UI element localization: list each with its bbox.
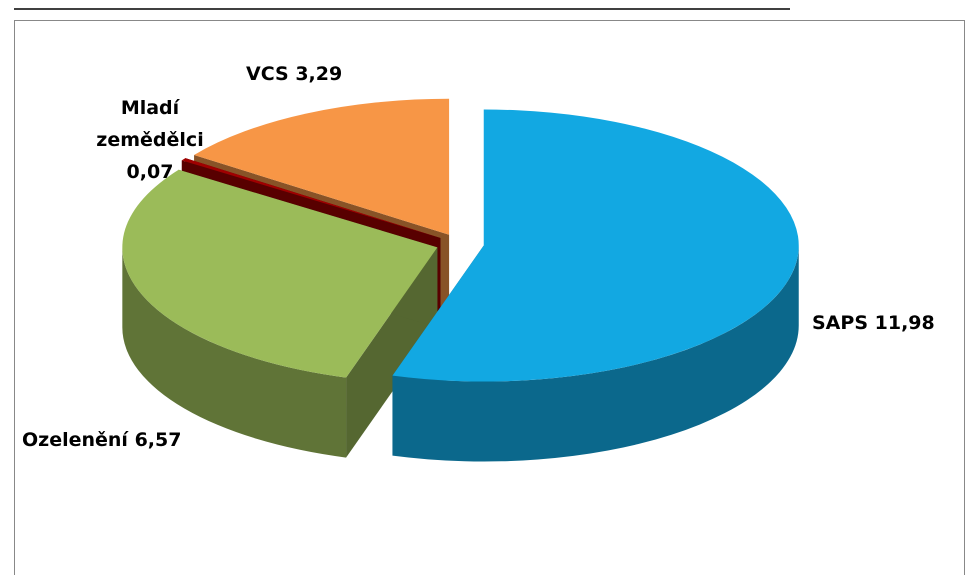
slice-wall	[122, 247, 347, 458]
pie-slice	[122, 169, 438, 378]
chart-frame	[14, 20, 965, 575]
label: Mladí zemědělci 0,07	[70, 92, 230, 188]
label: VCS 3,29	[246, 58, 342, 90]
label: Ozelenění 6,57	[22, 424, 181, 456]
category: Mladí zemědělci	[96, 97, 204, 151]
pie-slice	[194, 98, 450, 235]
slice-wall	[392, 245, 799, 462]
category: Ozelenění	[22, 429, 128, 451]
pie-slice	[392, 109, 799, 382]
label: SAPS 11,98	[812, 307, 935, 339]
value-label: 3,29	[295, 63, 343, 85]
pie-slice	[181, 158, 441, 239]
category: VCS	[246, 63, 289, 85]
value-label: 6,57	[134, 429, 182, 451]
category: SAPS	[812, 312, 868, 334]
value-label: 11,98	[874, 312, 935, 334]
value-label: 0,07	[126, 161, 174, 183]
